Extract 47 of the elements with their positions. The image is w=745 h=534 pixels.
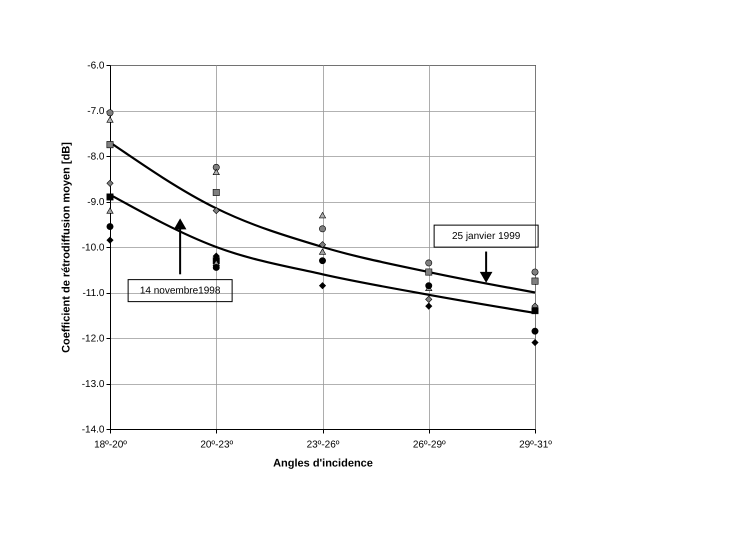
y-tick-label: -8.0 xyxy=(87,152,105,162)
point xyxy=(319,282,326,290)
x-tick-label: 29º-31º xyxy=(519,440,552,450)
point xyxy=(532,328,538,335)
point xyxy=(212,188,220,196)
point xyxy=(106,109,114,116)
point xyxy=(532,307,538,314)
point xyxy=(532,268,538,276)
point xyxy=(425,259,432,266)
x-axis-title: Angles d'incidence xyxy=(273,458,373,470)
point xyxy=(532,278,538,285)
point xyxy=(212,164,220,171)
x-tick-label: 18º-20º xyxy=(94,440,128,450)
point xyxy=(106,193,114,200)
x-tick-label: 20º-23º xyxy=(200,440,234,450)
point xyxy=(319,212,326,218)
y-tick-label: -14.0 xyxy=(82,424,105,436)
y-axis-title: Coefficient de rétrodiffusion moyen [dB] xyxy=(60,142,73,353)
point xyxy=(425,282,432,290)
x-tick-label: 23º-26º xyxy=(306,440,340,450)
point xyxy=(425,268,432,276)
y-tick-label: -10.0 xyxy=(82,242,105,254)
point xyxy=(425,302,432,310)
annotation: 25 janvier 1999 xyxy=(452,231,521,242)
x-tick-label: 26º-29º xyxy=(412,440,446,450)
point xyxy=(212,207,220,214)
point xyxy=(319,248,326,255)
point xyxy=(106,223,114,230)
y-tick-label: -6.0 xyxy=(87,60,105,72)
y-tick-label: -11.0 xyxy=(82,288,105,299)
point xyxy=(319,225,326,232)
point xyxy=(106,116,114,123)
point xyxy=(319,241,326,248)
y-tick-label: -12.0 xyxy=(82,334,105,344)
point xyxy=(106,180,114,187)
point xyxy=(106,236,114,244)
y-tick-label: -9.0 xyxy=(87,197,105,208)
y-tick-label: -13.0 xyxy=(82,379,105,390)
point xyxy=(212,264,220,271)
point xyxy=(319,257,326,264)
point xyxy=(425,296,432,303)
point xyxy=(106,141,114,148)
point xyxy=(532,339,538,346)
point xyxy=(212,168,220,175)
annotation: 14 novembre1998 xyxy=(140,286,221,297)
y-tick-label: -7.0 xyxy=(87,106,105,117)
point xyxy=(106,208,114,214)
